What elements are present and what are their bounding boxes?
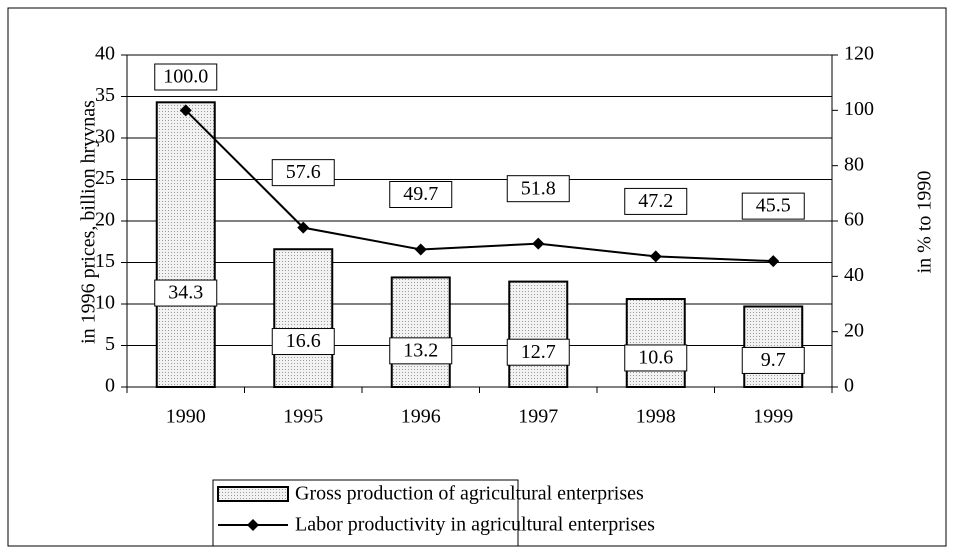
x-tick-label: 1999	[753, 406, 793, 428]
data-label-box	[154, 279, 218, 307]
data-label: 34.3	[168, 282, 203, 304]
bar	[625, 298, 686, 388]
y-tick-label: 35	[95, 84, 115, 106]
chart-border	[7, 7, 947, 547]
marker	[649, 250, 662, 263]
y-axis-label: in 1996 prices, billion hryvnas	[78, 100, 100, 344]
y2-axis-label: in % to 1990	[914, 171, 936, 274]
bar	[390, 276, 451, 388]
x-tick-label: 1997	[518, 406, 558, 428]
marker	[297, 221, 310, 234]
data-label-box	[389, 180, 453, 208]
y2-tick-label: 20	[844, 319, 864, 341]
y-tick-label: 30	[95, 126, 115, 148]
y-tick-label: 5	[105, 333, 115, 355]
marker	[767, 255, 780, 268]
bar	[743, 305, 804, 388]
data-label-box	[506, 175, 570, 203]
y2-tick-label: 40	[844, 264, 864, 286]
y2-tick-label: 0	[844, 375, 854, 397]
y2-tick-label: 100	[844, 98, 874, 120]
data-label: 13.2	[403, 339, 438, 361]
bar	[155, 101, 216, 388]
data-label-box	[624, 187, 688, 215]
bar	[273, 248, 334, 388]
data-label-box	[741, 346, 805, 374]
data-label-box	[741, 192, 805, 220]
y-tick-label: 40	[95, 43, 115, 65]
data-label: 57.6	[286, 161, 321, 183]
y2-tick-label: 120	[844, 43, 874, 65]
x-tick-label: 1990	[166, 406, 206, 428]
data-label: 12.7	[521, 341, 556, 363]
marker	[179, 104, 192, 117]
data-label-box	[506, 338, 570, 366]
data-label-box	[271, 159, 335, 187]
legend-label: Gross production of agricultural enterpr…	[295, 483, 644, 505]
marker	[414, 243, 427, 256]
data-label-box	[624, 344, 688, 372]
bar	[508, 280, 569, 388]
data-label: 51.8	[521, 177, 556, 199]
y-tick-label: 0	[105, 375, 115, 397]
y-tick-label: 15	[95, 250, 115, 272]
data-label-box	[271, 328, 335, 356]
legend-label: Labor productivity in agricultural enter…	[295, 514, 655, 536]
data-label: 47.2	[638, 190, 673, 212]
marker	[532, 237, 545, 250]
line	[185, 109, 774, 263]
data-label-box	[389, 337, 453, 365]
data-label-box	[154, 63, 218, 91]
x-tick-label: 1998	[636, 406, 676, 428]
data-label: 45.5	[756, 195, 791, 217]
data-label: 16.6	[286, 330, 321, 352]
data-label: 10.6	[638, 347, 673, 369]
data-label: 100.0	[163, 66, 208, 88]
y-tick-label: 10	[95, 292, 115, 314]
legend-swatch	[217, 486, 289, 502]
data-label: 49.7	[403, 183, 438, 205]
y-tick-label: 25	[95, 167, 115, 189]
y-tick-label: 20	[95, 209, 115, 231]
y2-tick-label: 60	[844, 209, 864, 231]
x-tick-label: 1996	[401, 406, 441, 428]
legend-marker	[247, 519, 259, 531]
x-tick-label: 1995	[283, 406, 323, 428]
y2-tick-label: 80	[844, 153, 864, 175]
data-label: 9.7	[761, 349, 786, 371]
